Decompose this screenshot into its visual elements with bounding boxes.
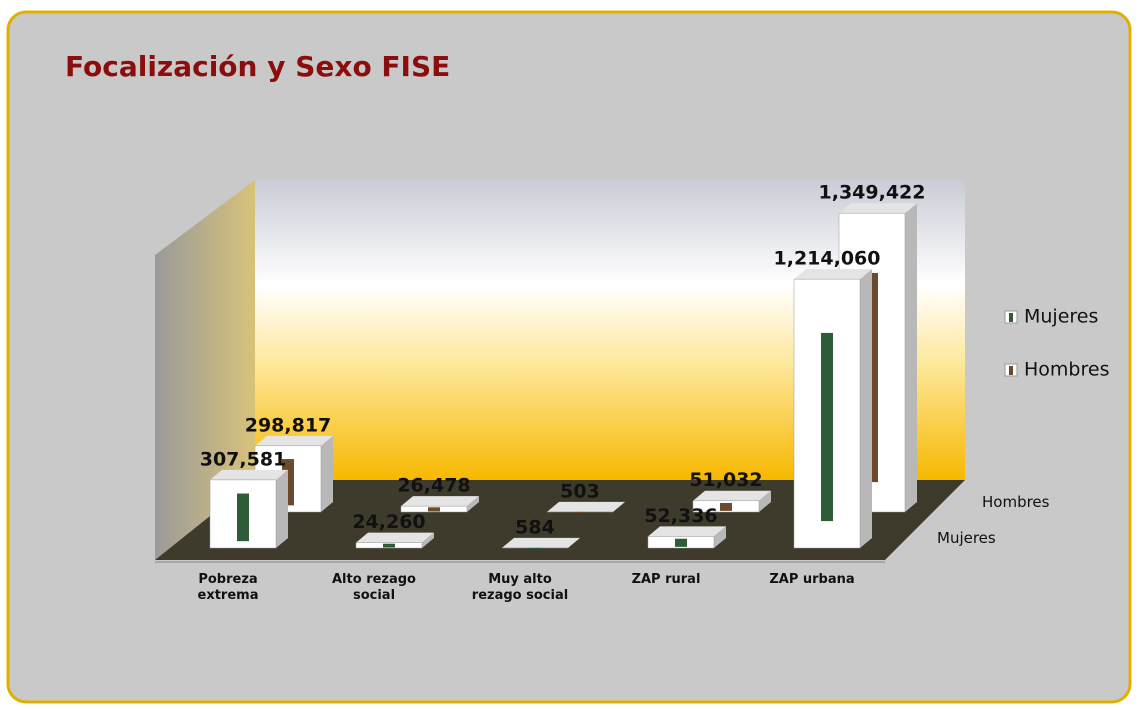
- bar-side: [321, 436, 333, 512]
- x-tick-label: Muy alto rezago social: [465, 572, 575, 604]
- bar-figure: [675, 539, 687, 547]
- bar-figure: [383, 544, 395, 548]
- value-label: 24,260: [352, 511, 425, 533]
- value-label: 1,214,060: [774, 248, 881, 270]
- x-tick-label: Alto rezago social: [329, 572, 419, 604]
- value-label: 1,349,422: [819, 182, 926, 204]
- bar-top: [401, 496, 479, 506]
- bar-figure: [574, 512, 586, 513]
- legend-label: Hombres: [1024, 359, 1109, 381]
- bar-top: [547, 502, 625, 512]
- bar-top: [693, 491, 771, 501]
- legend-swatch-figure: [1009, 366, 1013, 375]
- value-label: 307,581: [200, 448, 287, 470]
- bar-top: [210, 470, 288, 480]
- bar-side: [860, 269, 872, 548]
- x-tick-label: Pobreza extrema: [183, 572, 273, 604]
- legend-label: Mujeres: [1024, 306, 1098, 328]
- page: Focalización y Sexo FISE 298,817 26,478 50…: [0, 0, 1138, 710]
- bar-top: [502, 538, 580, 548]
- bar-top: [648, 526, 726, 536]
- legend-swatch-figure: [1009, 313, 1013, 322]
- bar-top: [839, 203, 917, 213]
- bar-figure: [237, 494, 249, 542]
- x-tick-label: ZAP urbana: [767, 572, 857, 588]
- value-label: 26,478: [397, 475, 470, 497]
- bar-side: [276, 470, 288, 548]
- bar-figure: [529, 548, 541, 549]
- bar-top: [794, 269, 872, 279]
- bar-figure: [821, 333, 833, 521]
- bar-side: [905, 203, 917, 512]
- value-label: 298,817: [245, 414, 332, 436]
- value-label: 52,336: [644, 505, 717, 527]
- value-label: 503: [560, 480, 600, 502]
- bar-figure: [428, 507, 440, 511]
- bar-top: [255, 436, 333, 446]
- x-tick-label: ZAP rural: [621, 572, 711, 588]
- bar-top: [356, 533, 434, 543]
- value-label: 51,032: [689, 469, 762, 491]
- value-label: 584: [515, 516, 555, 538]
- depth-label: Hombres: [982, 493, 1050, 511]
- bar-figure: [720, 503, 732, 511]
- chart-title: Focalización y Sexo FISE: [65, 50, 450, 83]
- depth-label: Mujeres: [937, 529, 996, 547]
